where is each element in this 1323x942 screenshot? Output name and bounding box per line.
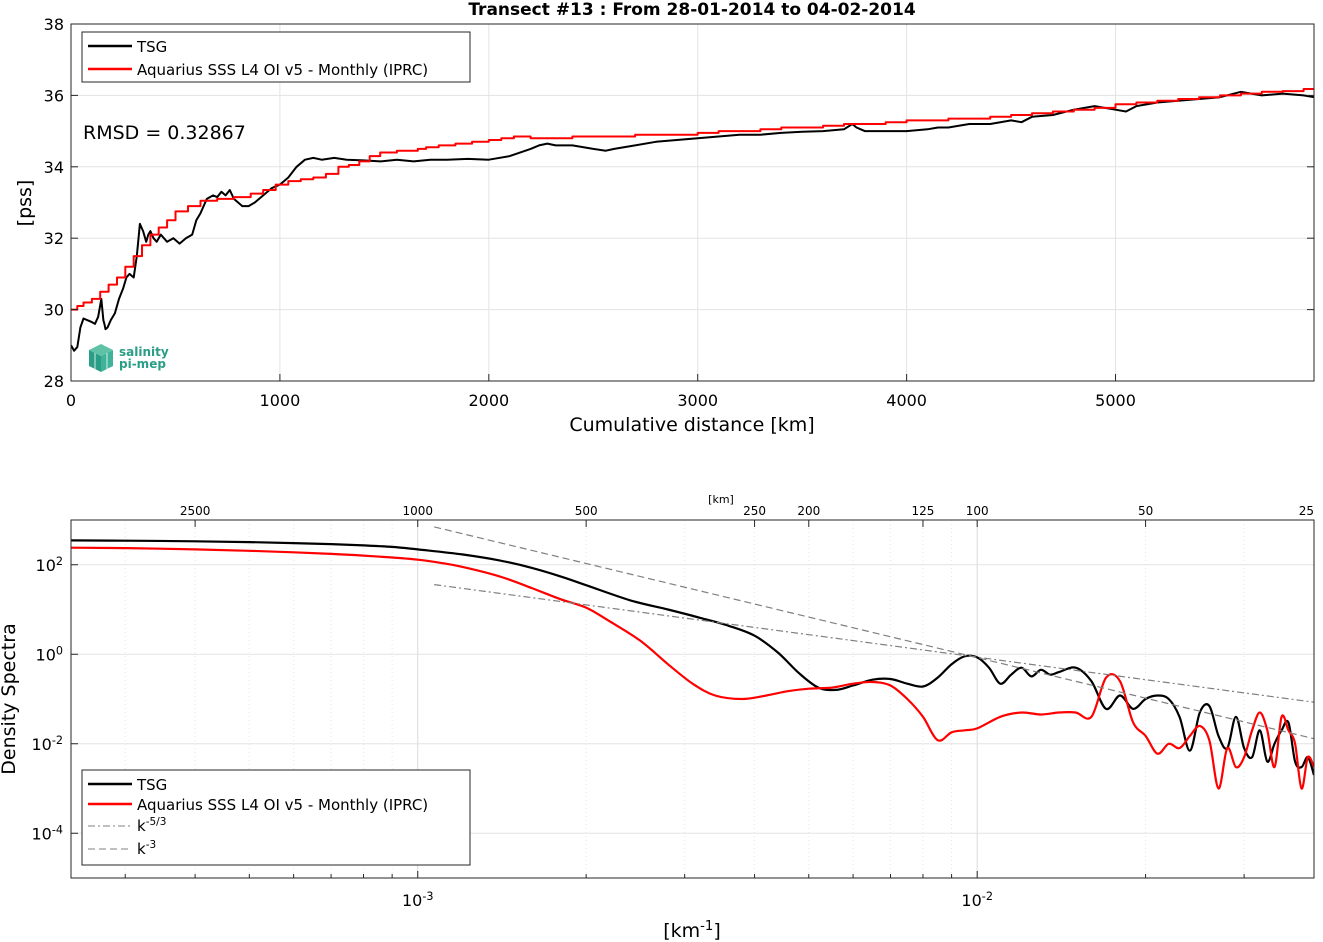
density-spectra-plot: 10-4 10-2 100 102 10-3 10-2 2500 1000 500 250 200 1… — [0, 493, 1315, 942]
rmsd-annotation: RMSD = 0.32867 — [83, 122, 246, 144]
top-x-tick-label: 1000 — [260, 391, 301, 410]
top-km-tick-label: 100 — [966, 504, 989, 518]
top-y-axis-label: [pss] — [14, 180, 36, 227]
logo-cube-icon — [89, 344, 113, 372]
top-tick-labels: 0 1000 2000 3000 4000 5000 28 30 32 34 36 38 — [44, 15, 1314, 410]
top-km-tick-label: 125 — [912, 504, 935, 518]
legend-label-k3: k-3 — [137, 839, 156, 858]
legend-label-tsg-2: TSG — [136, 776, 167, 794]
bottom-tick-labels: 10-4 10-2 100 102 10-3 10-2 2500 1000 500 250 200 1… — [31, 504, 1315, 911]
reference-line-k53 — [434, 584, 1314, 703]
bottom-y-axis-label: Density Spectra — [0, 623, 20, 774]
bottom-x-tick-label: 10-3 — [402, 890, 434, 911]
top-x-tick-label: 0 — [66, 391, 76, 410]
legend-label-k53: k-5/3 — [137, 816, 166, 835]
top-y-tick-label: 28 — [44, 372, 64, 391]
salinity-transect-plot: 0 1000 2000 3000 4000 5000 28 30 32 34 36 38 Transe… — [14, 0, 1315, 436]
top-x-tick-label: 5000 — [1095, 391, 1136, 410]
top-km-tick-label: 1000 — [402, 504, 433, 518]
bottom-y-tick-label: 100 — [36, 644, 63, 665]
top-y-tick-label: 30 — [44, 301, 64, 320]
top-km-tick-label: 2500 — [180, 504, 211, 518]
series-line-aquarius-spectra — [71, 546, 1314, 790]
bottom-axes-box — [70, 519, 1315, 879]
bottom-legend: TSG Aquarius SSS L4 OI v5 - Monthly (IPR… — [81, 769, 471, 866]
top-axis-unit-label: [km] — [708, 493, 734, 506]
bottom-series-group — [71, 526, 1314, 790]
top-x-tick-label: 4000 — [886, 391, 927, 410]
bottom-y-tick-label: 10-2 — [31, 733, 63, 754]
chart-title: Transect #13 : From 28-01-2014 to 04-02-… — [468, 0, 916, 20]
top-x-tick-label: 2000 — [468, 391, 509, 410]
top-km-tick-label: 50 — [1138, 504, 1153, 518]
salinity-pimep-logo: salinity pi-mep — [89, 344, 169, 372]
bottom-x-tick-label: 10-2 — [961, 890, 993, 911]
top-km-tick-label: 25 — [1299, 504, 1314, 518]
top-axes-box — [70, 23, 1315, 382]
series-line-tsg-spectra — [71, 539, 1314, 776]
top-y-tick-label: 36 — [44, 86, 64, 105]
top-y-tick-label: 32 — [44, 229, 64, 248]
top-plot-area — [71, 24, 1314, 381]
logo-text-salinity: salinity — [119, 345, 169, 359]
top-y-tick-label: 38 — [44, 15, 64, 34]
top-km-tick-label: 500 — [575, 504, 598, 518]
top-x-axis-label: Cumulative distance [km] — [569, 414, 814, 436]
top-legend: TSG Aquarius SSS L4 OI v5 - Monthly (IPR… — [81, 31, 471, 83]
series-line-aquarius — [71, 88, 1314, 311]
top-series-group — [71, 88, 1314, 352]
top-grid — [71, 24, 1314, 381]
legend-label-tsg: TSG — [136, 38, 167, 56]
top-x-tick-label: 3000 — [677, 391, 718, 410]
bottom-x-axis-label: [km-1] — [663, 919, 721, 942]
logo-text-pimep: pi-mep — [119, 357, 166, 371]
legend-label-aquarius: Aquarius SSS L4 OI v5 - Monthly (IPRC) — [137, 61, 428, 79]
bottom-legend-box — [81, 769, 471, 866]
reference-line-k3 — [434, 526, 1314, 740]
legend-label-aquarius-2: Aquarius SSS L4 OI v5 - Monthly (IPRC) — [137, 796, 428, 814]
top-km-tick-label: 250 — [743, 504, 766, 518]
series-line-tsg — [71, 90, 1314, 352]
bottom-y-tick-label: 10-4 — [31, 823, 63, 844]
bottom-y-tick-label: 102 — [36, 554, 63, 575]
top-legend-box — [81, 31, 471, 83]
top-y-tick-label: 34 — [44, 158, 64, 177]
top-km-tick-label: 200 — [797, 504, 820, 518]
